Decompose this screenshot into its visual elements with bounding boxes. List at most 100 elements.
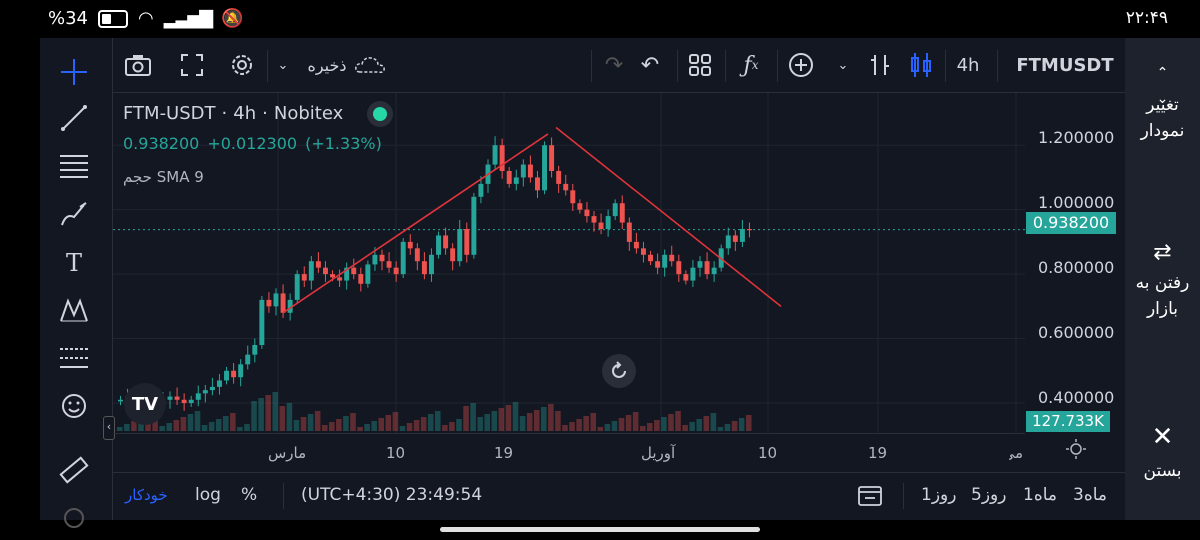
candle-body xyxy=(224,370,230,381)
candle-body xyxy=(478,183,484,197)
candle-body xyxy=(633,241,639,249)
candle-body xyxy=(499,145,505,171)
layout-icon[interactable] xyxy=(685,38,715,92)
volume-bar xyxy=(237,427,243,431)
interval-button[interactable]: 4h xyxy=(956,54,980,76)
candle-body xyxy=(414,248,420,262)
measure-lines-icon[interactable] xyxy=(52,338,96,378)
emoji-icon[interactable] xyxy=(52,386,96,426)
volume-bar xyxy=(343,416,349,431)
symbol-button[interactable]: FTMUSDT xyxy=(1016,54,1114,76)
time-tick: می xyxy=(1009,444,1023,462)
timezone-clock[interactable]: (UTC+4:30) 23:49:54 xyxy=(301,485,483,505)
fib-icon[interactable] xyxy=(52,146,96,186)
range-5d[interactable]: 5روز xyxy=(971,485,1007,505)
candle-style-icon[interactable] xyxy=(907,38,935,92)
volume-bar xyxy=(265,395,271,431)
volume-bar xyxy=(541,407,547,431)
text-icon[interactable]: T xyxy=(52,242,96,282)
symbol-legend: FTM-USDT · 4h · Nobitex xyxy=(123,103,388,124)
clock: ۲۲:۴۹ xyxy=(1125,8,1168,28)
candle-body xyxy=(534,177,540,191)
volume-bar xyxy=(131,421,137,431)
candle-body xyxy=(287,299,293,313)
volume-bar xyxy=(618,418,625,431)
candle-body xyxy=(697,261,703,268)
chart-app xyxy=(40,38,1125,520)
volume-bar xyxy=(406,423,413,431)
collapse-toolbar-button[interactable]: ‹ xyxy=(103,416,115,440)
market-status-dot xyxy=(373,106,388,121)
volume-bar xyxy=(611,421,618,431)
plus-circle-icon[interactable] xyxy=(785,38,817,92)
range-1d[interactable]: 1روز xyxy=(921,485,957,505)
legend-change-pct: (+1.33%) xyxy=(305,134,382,153)
time-axis[interactable]: مارس 10 19 آوریل 10 19 می xyxy=(113,433,1025,472)
volume-bar xyxy=(300,417,307,431)
price-tick: 1.000000 xyxy=(1038,193,1115,212)
volume-bar xyxy=(717,427,724,431)
indicator-legend[interactable]: حجم SMA 9 xyxy=(123,168,204,186)
candle-body xyxy=(174,396,180,400)
candle-body xyxy=(372,254,378,265)
home-indicator[interactable] xyxy=(440,527,760,532)
time-tick: 10 xyxy=(758,444,778,462)
trend-line-icon[interactable] xyxy=(52,98,96,138)
crosshair-icon[interactable] xyxy=(52,52,96,92)
candle-body xyxy=(238,364,244,378)
tradingview-logo[interactable]: TV xyxy=(124,383,166,425)
pattern-icon[interactable] xyxy=(52,290,96,330)
candle-body xyxy=(492,145,498,165)
settings-icon[interactable] xyxy=(225,38,259,92)
volume-bar xyxy=(272,392,279,431)
save-button[interactable]: ذخیره xyxy=(307,55,347,75)
volume-bar xyxy=(555,411,561,431)
volume-bar xyxy=(519,416,526,431)
candle-body xyxy=(322,267,328,275)
candle-body xyxy=(450,248,456,262)
range-1m[interactable]: 1ماه xyxy=(1023,485,1058,505)
volume-bar xyxy=(710,413,717,431)
auto-scale-button[interactable]: خودکار xyxy=(125,486,168,504)
camera-icon[interactable] xyxy=(121,38,155,92)
cloud-icon[interactable] xyxy=(353,38,389,92)
volume-bar xyxy=(286,403,293,431)
reset-chart-button[interactable] xyxy=(602,354,636,388)
volume-bar xyxy=(364,424,370,431)
time-tick: آوریل xyxy=(641,444,676,462)
change-chart-button[interactable]: تغییر نمودار xyxy=(1140,95,1185,141)
volume-bar xyxy=(647,423,653,431)
candle-body xyxy=(520,164,526,178)
log-scale-button[interactable]: log xyxy=(195,485,221,505)
range-3m[interactable]: 3ماه xyxy=(1073,485,1108,505)
percent-scale-button[interactable]: % xyxy=(241,485,258,505)
volume-bar xyxy=(208,422,215,431)
chevron-down-icon[interactable]: ⌄ xyxy=(837,57,849,73)
volume-bar xyxy=(279,406,286,431)
volume-bar xyxy=(576,419,582,431)
redo-icon[interactable]: ↷ xyxy=(604,52,624,78)
bar-style-icon[interactable] xyxy=(867,38,893,92)
calendar-icon[interactable] xyxy=(857,483,883,511)
volume-bar xyxy=(251,401,257,431)
volume-bar xyxy=(117,427,123,431)
chevron-down-icon[interactable]: ⌄ xyxy=(277,57,289,73)
volume-bar xyxy=(314,411,321,431)
close-icon[interactable]: ✕ xyxy=(1151,422,1174,452)
ruler-icon[interactable] xyxy=(52,450,96,490)
go-to-market-button[interactable]: رفتن به بازار xyxy=(1135,273,1190,319)
close-button[interactable]: بستن xyxy=(1143,461,1182,481)
undo-icon[interactable]: ↶ xyxy=(640,52,660,78)
magnet-icon[interactable] xyxy=(52,496,96,536)
candle-body xyxy=(294,274,300,300)
volume-bar xyxy=(632,412,639,431)
volume-bar xyxy=(463,406,469,431)
candle-body xyxy=(273,293,279,307)
volume-bar xyxy=(745,415,752,431)
brush-icon[interactable] xyxy=(52,194,96,234)
candle-body xyxy=(365,264,371,284)
fullscreen-icon[interactable] xyxy=(175,38,209,92)
chart-settings-icon[interactable] xyxy=(1065,438,1087,464)
candle-body xyxy=(386,261,392,268)
